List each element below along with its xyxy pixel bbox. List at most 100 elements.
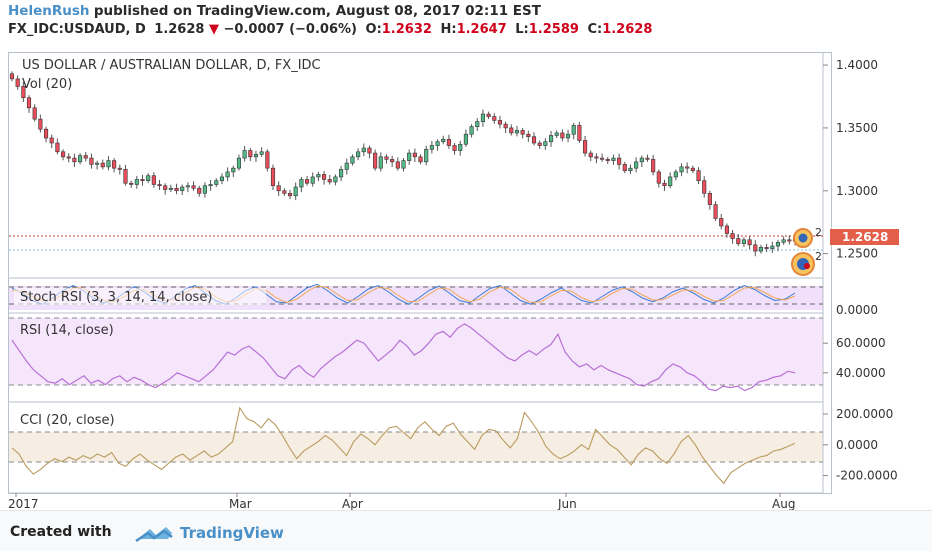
candle-body[interactable]: [548, 135, 554, 143]
candle-body[interactable]: [339, 169, 344, 178]
candle-body[interactable]: [531, 136, 537, 144]
candle-body[interactable]: [424, 148, 429, 163]
candle-body[interactable]: [622, 164, 627, 171]
candle-body[interactable]: [89, 157, 94, 165]
candle-body[interactable]: [117, 167, 122, 170]
candle-body[interactable]: [787, 239, 792, 242]
candle-body[interactable]: [565, 133, 571, 139]
candle-body[interactable]: [112, 160, 117, 169]
event-marker-icon[interactable]: 2: [791, 250, 822, 276]
candle-body[interactable]: [668, 176, 673, 187]
candle-body[interactable]: [287, 192, 293, 197]
candle-body[interactable]: [730, 233, 735, 239]
candle-body[interactable]: [15, 78, 20, 87]
candle-body[interactable]: [168, 187, 173, 190]
candle-body[interactable]: [611, 157, 616, 161]
candle-body[interactable]: [163, 185, 168, 190]
candle-body[interactable]: [248, 150, 253, 158]
candle-body[interactable]: [685, 166, 690, 169]
candle-body[interactable]: [106, 160, 111, 168]
candle-body[interactable]: [157, 184, 162, 187]
candle-body[interactable]: [350, 156, 355, 164]
candle-body[interactable]: [747, 239, 752, 246]
rsi-series[interactable]: [11, 323, 796, 392]
candle-body[interactable]: [486, 113, 491, 117]
candle-body[interactable]: [775, 242, 781, 247]
candle-body[interactable]: [617, 157, 622, 165]
candle-body[interactable]: [293, 186, 298, 197]
candle-body[interactable]: [231, 167, 236, 173]
candle-body[interactable]: [282, 190, 287, 194]
candle-body[interactable]: [724, 225, 729, 234]
candle-body[interactable]: [407, 152, 412, 161]
candle-body[interactable]: [361, 147, 366, 153]
candle-body[interactable]: [781, 239, 786, 243]
candle-body[interactable]: [707, 192, 712, 205]
candle-body[interactable]: [429, 145, 434, 150]
candle-body[interactable]: [174, 187, 179, 192]
cci-series[interactable]: [11, 406, 796, 485]
candle-body[interactable]: [253, 154, 259, 158]
candle-body[interactable]: [696, 170, 701, 182]
candle-body[interactable]: [673, 171, 678, 178]
candle-body[interactable]: [310, 176, 315, 184]
candle-body[interactable]: [202, 185, 207, 194]
chart-canvas[interactable]: 1.4000 1.3500 1.3000 1.2500 US DOLLAR / AUST…: [0, 0, 932, 510]
candle-body[interactable]: [458, 143, 463, 151]
candle-body[interactable]: [219, 176, 224, 182]
candle-body[interactable]: [537, 142, 542, 146]
candle-body[interactable]: [304, 179, 310, 184]
candle-body[interactable]: [146, 175, 151, 182]
candle-body[interactable]: [645, 157, 650, 160]
candle-body[interactable]: [571, 125, 576, 135]
candle-body[interactable]: [344, 162, 349, 170]
candle-body[interactable]: [322, 174, 327, 180]
candle-body[interactable]: [356, 151, 361, 158]
candle-body[interactable]: [367, 147, 372, 154]
candle-body[interactable]: [197, 187, 202, 194]
candle-body[interactable]: [588, 152, 593, 158]
candle-body[interactable]: [662, 182, 667, 187]
candle-body[interactable]: [526, 133, 531, 138]
candle-body[interactable]: [32, 107, 37, 120]
candle-body[interactable]: [605, 159, 610, 161]
candle-body[interactable]: [543, 141, 548, 146]
candle-body[interactable]: [100, 162, 105, 168]
candle-body[interactable]: [753, 244, 758, 252]
candle-body[interactable]: [72, 157, 77, 163]
candle-body[interactable]: [520, 130, 525, 135]
candle-body[interactable]: [265, 151, 270, 169]
candle-body[interactable]: [259, 151, 264, 155]
candle-body[interactable]: [441, 138, 446, 143]
candle-body[interactable]: [38, 118, 43, 130]
candle-body[interactable]: [690, 167, 695, 171]
candle-body[interactable]: [55, 142, 60, 153]
candle-body[interactable]: [679, 166, 684, 173]
candle-body[interactable]: [151, 175, 156, 185]
candle-body[interactable]: [26, 97, 32, 109]
candle-body[interactable]: [373, 152, 378, 169]
candle-body[interactable]: [412, 152, 417, 158]
candle-body[interactable]: [736, 238, 741, 244]
candle-body[interactable]: [656, 171, 661, 184]
candle-body[interactable]: [497, 120, 503, 125]
candle-body[interactable]: [560, 132, 565, 139]
candle-body[interactable]: [66, 156, 71, 159]
candle-body[interactable]: [43, 128, 49, 139]
candle-body[interactable]: [78, 155, 83, 163]
candle-body[interactable]: [134, 179, 139, 185]
candle-body[interactable]: [583, 140, 588, 154]
candle-body[interactable]: [480, 113, 485, 122]
candle-body[interactable]: [123, 169, 128, 184]
candle-body[interactable]: [702, 180, 707, 194]
candle-body[interactable]: [577, 125, 582, 141]
candle-body[interactable]: [276, 185, 281, 192]
candle-body[interactable]: [191, 185, 196, 189]
candle-body[interactable]: [764, 247, 769, 249]
candle-body[interactable]: [129, 182, 134, 185]
candle-body[interactable]: [758, 247, 764, 252]
candle-body[interactable]: [554, 132, 559, 136]
candle-body[interactable]: [719, 218, 724, 227]
candle-body[interactable]: [236, 157, 242, 169]
candle-body[interactable]: [509, 127, 514, 134]
